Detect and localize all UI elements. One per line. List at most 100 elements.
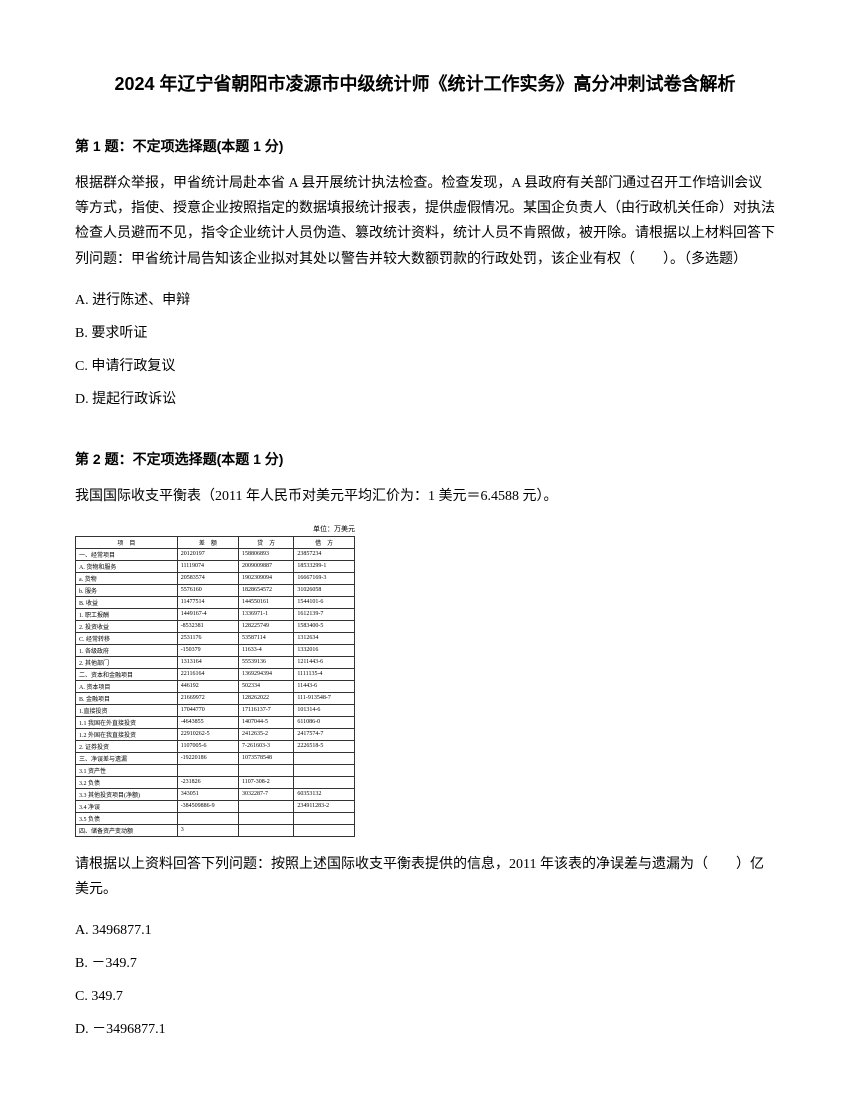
page-title: 2024 年辽宁省朝阳市凌源市中级统计师《统计工作实务》高分冲刺试卷含解析	[75, 70, 775, 96]
table-cell: 1612139-7	[294, 608, 355, 620]
table-cell: b. 服务	[76, 584, 178, 596]
table-header-cell: 项 目	[76, 536, 178, 548]
table-cell: 3	[177, 824, 238, 836]
table-row: 2. 其他部门1313164555391361211443-6	[76, 656, 355, 668]
table-cell	[239, 824, 294, 836]
table-cell: 234911283-2	[294, 800, 355, 812]
table-cell: 2009009887	[239, 560, 294, 572]
table-cell: 1211443-6	[294, 656, 355, 668]
table-cell	[294, 764, 355, 776]
table-cell: 60353132	[294, 788, 355, 800]
table-cell: 3.1 资产性	[76, 764, 178, 776]
table-cell: 11443-6	[294, 680, 355, 692]
table-row: 2. 投资收益-85323811282257491583400-5	[76, 620, 355, 632]
table-cell: 502334	[239, 680, 294, 692]
table-cell: 53587114	[239, 632, 294, 644]
table-cell	[294, 776, 355, 788]
table-cell: 1336971-1	[239, 608, 294, 620]
table-row: 二、资本和金融项目2211616413692943941111135-4	[76, 668, 355, 680]
table-cell: -384509886-9	[177, 800, 238, 812]
table-cell: 1332016	[294, 644, 355, 656]
table-cell: 2531176	[177, 632, 238, 644]
table-cell: 11477514	[177, 596, 238, 608]
table-cell	[294, 824, 355, 836]
table-row: A. 资本项目44619250233411443-6	[76, 680, 355, 692]
table-cell: 1.2 外国在我直接投资	[76, 728, 178, 740]
table-cell: B. 金融项目	[76, 692, 178, 704]
table-cell: 21669972	[177, 692, 238, 704]
table-row: 3.3 其他投资项目(净额)3430513032287-760353132	[76, 788, 355, 800]
table-row: a. 货物20583574190230909416667169-3	[76, 572, 355, 584]
question-2: 第 2 题：不定项选择题(本题 1 分) 我国国际收支平衡表（2011 年人民币…	[75, 449, 775, 1045]
table-cell: 128262022	[239, 692, 294, 704]
table-cell: 1902309094	[239, 572, 294, 584]
table-cell: 1369294394	[239, 668, 294, 680]
table-cell: 三、净误差与遗漏	[76, 752, 178, 764]
table-cell: 3.5 负债	[76, 812, 178, 824]
table-cell: 16667169-3	[294, 572, 355, 584]
table-cell: 1312634	[294, 632, 355, 644]
q2-text: 我国国际收支平衡表（2011 年人民币对美元平均汇价为：1 美元＝6.4588 …	[75, 484, 775, 509]
q2-followup: 请根据以上资料回答下列问题：按照上述国际收支平衡表提供的信息，2011 年该表的…	[75, 852, 775, 902]
table-cell: -231826	[177, 776, 238, 788]
table-cell: 101314-6	[294, 704, 355, 716]
question-1: 第 1 题：不定项选择题(本题 1 分) 根据群众举报，甲省统计局赴本省 A 县…	[75, 136, 775, 414]
table-cell: 2412635-2	[239, 728, 294, 740]
table-cell: B. 收益	[76, 596, 178, 608]
table-cell: 四、储备资产变动额	[76, 824, 178, 836]
table-cell: a. 货物	[76, 572, 178, 584]
table-cell: 17116137-7	[239, 704, 294, 716]
table-cell: -4643855	[177, 716, 238, 728]
table-cell: -19220186	[177, 752, 238, 764]
table-row: 1. 职工报酬1449167-41336971-11612139-7	[76, 608, 355, 620]
table-row: 一、经常项目2012019715880689323857234	[76, 548, 355, 560]
table-cell: 1828654572	[239, 584, 294, 596]
table-cell: 1. 各级政府	[76, 644, 178, 656]
table-row: B. 收益114775141445501611544101-6	[76, 596, 355, 608]
table-row: b. 服务5576160182865457231026058	[76, 584, 355, 596]
table-cell: 3.3 其他投资项目(净额)	[76, 788, 178, 800]
table-row: 3.4 净误-384509886-9 234911283-2	[76, 800, 355, 812]
table-cell: 2226518-5	[294, 740, 355, 752]
table-cell: C. 经常转移	[76, 632, 178, 644]
table-cell: 3.4 净误	[76, 800, 178, 812]
table-cell: 1407044-5	[239, 716, 294, 728]
table-cell: 111-913548-7	[294, 692, 355, 704]
table-row: 1.直接投资1704477017116137-7101314-6	[76, 704, 355, 716]
table-row: 四、储备资产变动额3	[76, 824, 355, 836]
table-cell: 22116164	[177, 668, 238, 680]
table-cell: 446192	[177, 680, 238, 692]
table-row: 3.2 负债-2318261107-308-2	[76, 776, 355, 788]
table-cell: -8532381	[177, 620, 238, 632]
table-cell: A. 资本项目	[76, 680, 178, 692]
q1-option-c: C. 申请行政复议	[75, 353, 775, 381]
table-cell	[294, 812, 355, 824]
table-cell: 23857234	[294, 548, 355, 560]
table-cell: 128225749	[239, 620, 294, 632]
q2-option-a: A. 3496877.1	[75, 917, 775, 945]
table-cell: 611086-0	[294, 716, 355, 728]
table-cell: 1313164	[177, 656, 238, 668]
balance-table-container: 单位：万美元 项 目差 额贷 方借 方一、经常项目201201971588068…	[75, 524, 775, 837]
table-cell	[239, 800, 294, 812]
table-cell: 1449167-4	[177, 608, 238, 620]
table-cell	[239, 812, 294, 824]
q2-option-c: C. 349.7	[75, 983, 775, 1011]
table-cell	[239, 764, 294, 776]
table-cell: 1.1 我国在外直接投资	[76, 716, 178, 728]
q2-header: 第 2 题：不定项选择题(本题 1 分)	[75, 449, 775, 469]
table-row: B. 金融项目21669972128262022111-913548-7	[76, 692, 355, 704]
table-header-cell: 借 方	[294, 536, 355, 548]
table-header-cell: 差 额	[177, 536, 238, 548]
table-cell: 20120197	[177, 548, 238, 560]
table-cell: 158806893	[239, 548, 294, 560]
table-cell: A. 货物和服务	[76, 560, 178, 572]
table-cell: 1107005-6	[177, 740, 238, 752]
table-row: 三、净误差与遗漏-192201861073578548	[76, 752, 355, 764]
table-cell	[177, 764, 238, 776]
table-caption: 单位：万美元	[75, 524, 355, 534]
table-cell: 二、资本和金融项目	[76, 668, 178, 680]
table-row: 3.5 负债	[76, 812, 355, 824]
table-row: 1.1 我国在外直接投资-46438551407044-5611086-0	[76, 716, 355, 728]
q1-option-b: B. 要求听证	[75, 320, 775, 348]
